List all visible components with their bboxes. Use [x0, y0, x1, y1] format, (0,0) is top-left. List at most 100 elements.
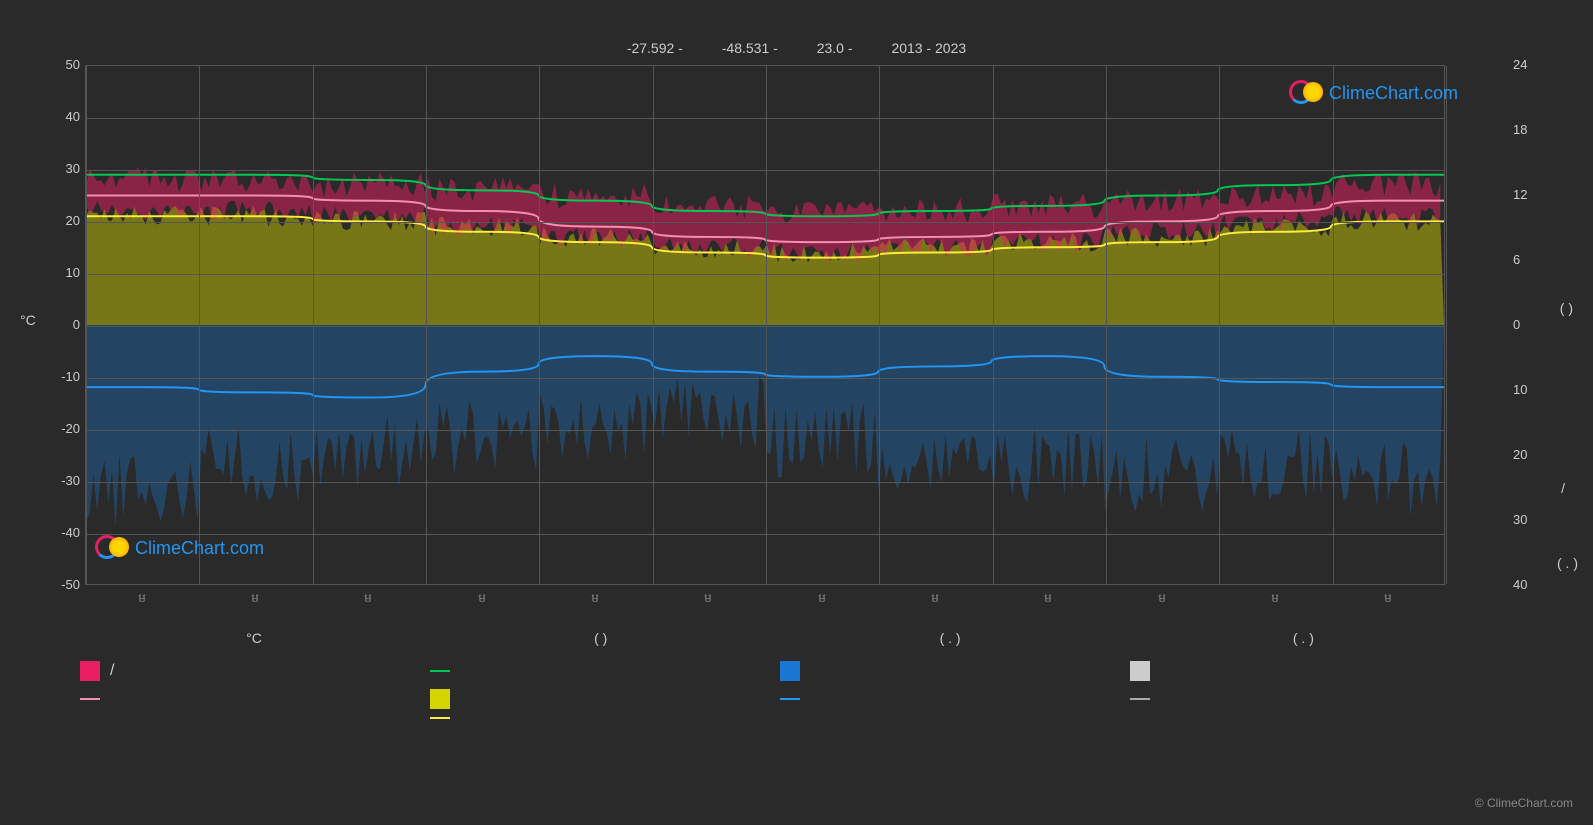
- legend-swatch: [430, 689, 450, 709]
- grid-line-v: [1219, 66, 1220, 584]
- logo-text: ClimeChart.com: [135, 538, 264, 559]
- grid-line-v: [1446, 66, 1447, 584]
- grid-line-v: [1333, 66, 1334, 584]
- legend-line: [1130, 698, 1150, 700]
- legend-line: [80, 698, 100, 700]
- y-tick-right-bottom: 20: [1513, 447, 1527, 462]
- x-tick: ម: [251, 590, 259, 608]
- y-tick-right-top: 24: [1513, 57, 1527, 72]
- legend-line: [780, 698, 800, 700]
- x-tick: ម: [478, 590, 486, 608]
- y-tick-left: 0: [73, 317, 80, 332]
- x-tick: ម: [1158, 590, 1166, 608]
- grid-line-v: [199, 66, 200, 584]
- legend-item: /: [80, 661, 430, 681]
- grid-line-v: [766, 66, 767, 584]
- grid-line-h: [86, 534, 1444, 535]
- legend-header-4: ( . ): [1293, 630, 1314, 646]
- header-lon: -48.531 -: [722, 40, 778, 56]
- grid-line-h: [86, 274, 1444, 275]
- y-tick-left: 50: [66, 57, 80, 72]
- y-axis-left-label: °C: [20, 312, 36, 328]
- grid-line-v: [879, 66, 880, 584]
- grid-line-v: [1106, 66, 1107, 584]
- header-elev: 23.0 -: [817, 40, 853, 56]
- x-tick: ម: [1044, 590, 1052, 608]
- y-tick-right-top: 6: [1513, 252, 1520, 267]
- y-tick-left: 10: [66, 265, 80, 280]
- y-tick-left: -30: [61, 473, 80, 488]
- grid-line-h: [86, 482, 1444, 483]
- logo-icon: [95, 535, 129, 561]
- grid-line-v: [653, 66, 654, 584]
- y-tick-right-bottom: 30: [1513, 512, 1527, 527]
- legend-item: [780, 661, 1130, 681]
- grid-line-h: [86, 430, 1444, 431]
- legend-label: /: [110, 662, 114, 680]
- header-lat: -27.592 -: [627, 40, 683, 56]
- y-tick-right-bottom: 40: [1513, 577, 1527, 592]
- logo-bottom-left: ClimeChart.com: [95, 535, 264, 561]
- legend-headers: °C ( ) ( . ) ( . ): [80, 630, 1480, 646]
- logo-top-right: ClimeChart.com: [1289, 80, 1458, 106]
- legend-swatch: [780, 661, 800, 681]
- legend-item: [430, 717, 780, 719]
- y-tick-right-bottom: 10: [1513, 382, 1527, 397]
- y-axis-right: 0612182410203040: [1508, 65, 1548, 585]
- grid-line-v: [86, 66, 87, 584]
- legend-header-2: ( ): [594, 630, 607, 646]
- x-tick: ម: [931, 590, 939, 608]
- chart-plot-area: [85, 65, 1445, 585]
- y-tick-right-top: 0: [1513, 317, 1520, 332]
- logo-icon: [1289, 80, 1323, 106]
- grid-line-h: [86, 326, 1444, 327]
- legend-row: [80, 689, 1480, 709]
- copyright: © ClimeChart.com: [1475, 796, 1573, 810]
- y-tick-left: -10: [61, 369, 80, 384]
- legend-swatch: [80, 661, 100, 681]
- header-years: 2013 - 2023: [891, 40, 966, 56]
- legend-row: [80, 717, 1480, 719]
- chart-svg: [86, 66, 1444, 584]
- logo-text: ClimeChart.com: [1329, 83, 1458, 104]
- grid-line-h: [86, 378, 1444, 379]
- grid-line-v: [539, 66, 540, 584]
- grid-line-h: [86, 118, 1444, 119]
- grid-line-h: [86, 222, 1444, 223]
- legend-item: [430, 689, 780, 709]
- x-tick: ម: [138, 590, 146, 608]
- grid-line-h: [86, 170, 1444, 171]
- y-tick-right-top: 12: [1513, 187, 1527, 202]
- x-tick: ម: [1271, 590, 1279, 608]
- y-tick-right-top: 18: [1513, 122, 1527, 137]
- y-tick-left: 30: [66, 161, 80, 176]
- x-tick: ម: [1384, 590, 1392, 608]
- legend-row: /: [80, 661, 1480, 681]
- right-axis-paren-bottom: ( . ): [1557, 555, 1578, 571]
- right-axis-paren-top: ( ): [1560, 300, 1573, 316]
- right-axis-slash: /: [1561, 480, 1565, 496]
- legend: °C ( ) ( . ) ( . ) /: [80, 630, 1480, 727]
- y-axis-left: -50-40-30-20-1001020304050: [45, 65, 85, 585]
- y-tick-left: -20: [61, 421, 80, 436]
- grid-line-v: [426, 66, 427, 584]
- legend-line: [430, 717, 450, 719]
- x-axis: មមមមមមមមមមមម: [85, 590, 1445, 610]
- legend-header-3: ( . ): [940, 630, 961, 646]
- grid-line-v: [313, 66, 314, 584]
- x-tick: ម: [364, 590, 372, 608]
- legend-line: [430, 670, 450, 672]
- legend-item: [430, 670, 780, 672]
- y-tick-left: 40: [66, 109, 80, 124]
- y-tick-left: -50: [61, 577, 80, 592]
- grid-line-v: [993, 66, 994, 584]
- y-tick-left: -40: [61, 525, 80, 540]
- legend-swatch: [1130, 661, 1150, 681]
- legend-item: [780, 698, 1130, 700]
- x-tick: ម: [818, 590, 826, 608]
- y-tick-left: 20: [66, 213, 80, 228]
- x-tick: ម: [704, 590, 712, 608]
- legend-item: [80, 698, 430, 700]
- legend-item: [1130, 661, 1480, 681]
- header-info: -27.592 - -48.531 - 23.0 - 2013 - 2023: [0, 40, 1593, 56]
